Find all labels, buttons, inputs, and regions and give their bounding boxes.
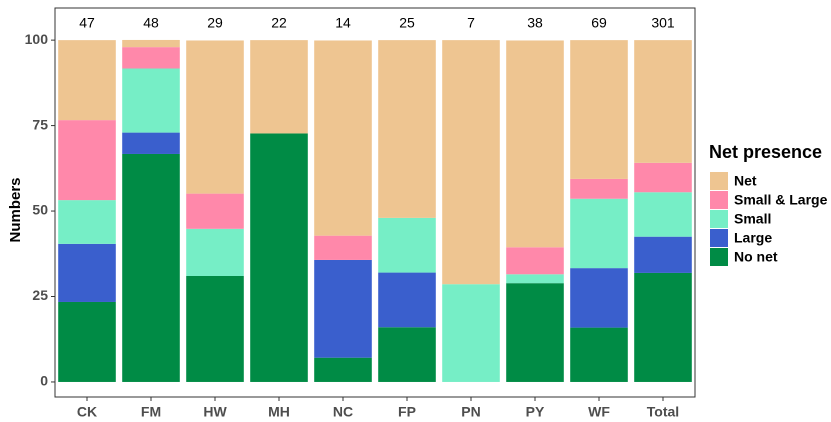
bar-segment [506, 247, 564, 275]
bar-segment [378, 217, 436, 273]
total-label: 48 [143, 15, 159, 31]
y-tick-label: 50 [32, 202, 48, 218]
bar-segment [634, 272, 692, 382]
bar-segment [122, 39, 180, 48]
legend-key [710, 191, 728, 209]
legend-label: Large [734, 230, 772, 246]
legend-key [710, 248, 728, 266]
bar-segment [378, 272, 436, 328]
total-label: 38 [527, 15, 543, 31]
x-tick-label: PN [461, 404, 480, 420]
bar-segment [314, 357, 372, 382]
bar-segment [634, 162, 692, 193]
total-label: 301 [651, 15, 675, 31]
legend-label: Small & Large [734, 192, 828, 208]
legend-label: Small [734, 211, 771, 227]
bar-segment [250, 133, 308, 382]
bar-segment [378, 40, 436, 218]
x-tick-label: FM [141, 404, 161, 420]
bar-segment [570, 268, 628, 328]
x-tick-label: MH [268, 404, 290, 420]
x-tick-label: Total [647, 404, 679, 420]
y-tick-label: 0 [40, 373, 48, 389]
bar-segment [186, 40, 244, 194]
x-tick-label: HW [203, 404, 227, 420]
bar-segment [570, 178, 628, 199]
bar-segment [250, 40, 308, 134]
total-label: 7 [467, 15, 475, 31]
bar-segment [58, 120, 116, 201]
legend-label: No net [734, 249, 778, 265]
bar-segment [506, 283, 564, 382]
bar-segment [314, 40, 372, 236]
bar-segment [186, 193, 244, 229]
y-tick-label: 100 [25, 31, 49, 47]
legend-key [710, 229, 728, 247]
legend-title: Net presence [709, 142, 822, 162]
bar-segment [58, 301, 116, 382]
bar-segment [58, 200, 116, 244]
bar-segment [122, 47, 180, 69]
legend-key [710, 210, 728, 228]
x-tick-label: CK [77, 404, 97, 420]
x-tick-label: PY [526, 404, 545, 420]
bar-segment [506, 274, 564, 284]
bar-segment [570, 327, 628, 382]
legend-label: Net [734, 173, 757, 189]
bar-segment [314, 235, 372, 260]
bar-segment [634, 236, 692, 273]
bar-segment [58, 243, 116, 302]
bar-segment [58, 40, 116, 121]
bar-segment [442, 284, 500, 382]
bar-segment [634, 192, 692, 237]
bar-segment [186, 275, 244, 382]
total-label: 29 [207, 15, 223, 31]
y-tick-label: 75 [32, 116, 48, 132]
y-axis-title: Numbers [7, 177, 24, 242]
x-tick-label: WF [588, 404, 610, 420]
bar-segment [506, 40, 564, 248]
bar-segment [570, 40, 628, 179]
x-tick-label: NC [333, 404, 353, 420]
bar-segment [122, 132, 180, 154]
legend-key [710, 172, 728, 190]
bar-segment [378, 327, 436, 382]
y-tick-label: 25 [32, 287, 48, 303]
bar-segment [314, 259, 372, 358]
bar-segment [634, 40, 692, 163]
total-label: 22 [271, 15, 287, 31]
x-tick-label: FP [398, 404, 416, 420]
bar-segment [570, 198, 628, 269]
bar-segment [186, 228, 244, 276]
total-label: 14 [335, 15, 351, 31]
total-label: 25 [399, 15, 415, 31]
bar-segment [122, 153, 180, 382]
total-label: 47 [79, 15, 95, 31]
total-label: 69 [591, 15, 607, 31]
bar-segment [442, 40, 500, 285]
bar-segment [122, 68, 180, 133]
